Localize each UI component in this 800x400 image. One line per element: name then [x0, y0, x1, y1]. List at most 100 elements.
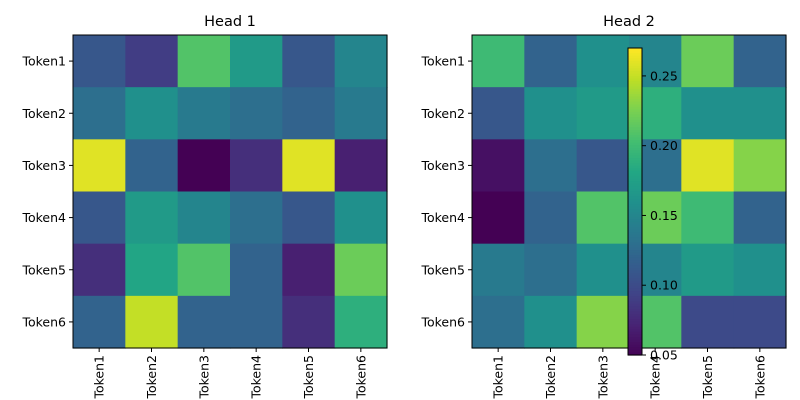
colorbar-segment [628, 94, 642, 98]
colorbar-segment [628, 132, 642, 136]
colorbar-segment [628, 83, 642, 87]
heatmap-cell [230, 295, 283, 349]
colorbar-segment [628, 280, 642, 284]
colorbar-segment [628, 201, 642, 205]
colorbar-segment [628, 101, 642, 105]
heatmap-cell [73, 87, 126, 140]
heatmap-cell [733, 87, 787, 140]
colorbar-segment [628, 158, 642, 162]
heatmap-cell [282, 139, 336, 193]
heatmap-cell [576, 35, 630, 88]
colorbar-segment [628, 170, 642, 174]
heatmap-cell [733, 191, 787, 245]
colorbar-tick-label: 0.05 [650, 348, 678, 363]
colorbar-segment [628, 188, 642, 192]
x-tick-label: Token1 [491, 355, 506, 400]
colorbar-segment [628, 306, 642, 310]
colorbar-segment [628, 311, 642, 315]
colorbar-segment [628, 262, 642, 267]
heatmap-cell [334, 139, 388, 193]
colorbar-segment [628, 324, 642, 328]
colorbar-segment [628, 339, 642, 343]
colorbar-segment [628, 260, 642, 264]
colorbar-segment [628, 247, 642, 251]
colorbar-segment [628, 224, 642, 228]
heatmap-cell [230, 191, 283, 245]
colorbar-segment [628, 78, 642, 82]
heatmap-cell [73, 35, 126, 88]
heatmap-cell [125, 243, 179, 297]
heatmap-cell [733, 295, 787, 349]
heatmap-cell [524, 87, 578, 140]
colorbar-segment [628, 53, 642, 57]
colorbar-segment [628, 291, 642, 295]
colorbar-segment [628, 134, 642, 139]
colorbar-segment [628, 252, 642, 256]
y-tick-label: Token5 [420, 262, 465, 277]
colorbar-segment [628, 288, 642, 292]
colorbar-segment [628, 319, 642, 323]
y-tick-label: Token2 [21, 106, 66, 121]
colorbar-segment [628, 96, 642, 100]
colorbar-segment [628, 229, 642, 233]
colorbar-segment [628, 91, 642, 95]
heatmap-cell [125, 191, 179, 245]
colorbar-segment [628, 314, 642, 318]
colorbar-segment [628, 114, 642, 118]
colorbar-segment [628, 86, 642, 90]
colorbar-segment [628, 60, 642, 64]
x-tick-label: Token3 [196, 355, 211, 400]
y-tick-label: Token3 [420, 158, 465, 173]
heatmap-cell [282, 87, 336, 140]
heatmap-cell [282, 243, 336, 297]
heatmap-cell [334, 87, 388, 140]
colorbar-segment [628, 178, 642, 182]
colorbar-segment [628, 198, 642, 203]
heatmap-cell [177, 139, 231, 193]
colorbar-segment [628, 211, 642, 215]
colorbar-segment [628, 234, 642, 238]
heatmap-cell [73, 139, 126, 193]
heatmap-cell [524, 295, 578, 349]
x-tick-label: Token6 [752, 355, 767, 400]
y-tick-label: Token1 [420, 54, 465, 69]
colorbar-segment [628, 124, 642, 128]
heatmap-cell [230, 243, 283, 297]
y-tick-label: Token4 [21, 210, 66, 225]
heatmap-cell [733, 139, 787, 193]
colorbar-segment [628, 221, 642, 226]
heatmap-cell [125, 87, 179, 140]
y-tick-label: Token1 [21, 54, 66, 69]
y-tick-label: Token6 [420, 314, 465, 329]
y-tick-label: Token6 [21, 314, 66, 329]
heatmap-cell [681, 35, 735, 88]
colorbar-segment [628, 349, 642, 354]
colorbar-segment [628, 191, 642, 195]
colorbar-segment [628, 273, 642, 277]
heatmap-cell [524, 191, 578, 245]
colorbar-tick-label: 0.15 [650, 208, 678, 223]
colorbar-segment [628, 331, 642, 336]
heatmap-panel-2: Head 2 Token1 Token2 Token3 Token4 Token5 Toke… [420, 14, 787, 400]
colorbar-segment [628, 296, 642, 300]
colorbar-segment [628, 293, 642, 297]
heatmap-cell [73, 191, 126, 245]
heatmap-cell [681, 295, 735, 349]
heatmap-cell [177, 35, 231, 88]
colorbar-segment [628, 270, 642, 274]
colorbar-segment [628, 71, 642, 75]
colorbar-tick-label: 0.20 [650, 138, 678, 153]
colorbar-segment [628, 275, 642, 279]
colorbar-segment [628, 50, 642, 54]
colorbar-segment [628, 63, 642, 67]
heatmap-cell [576, 295, 630, 349]
colorbar-segment [628, 352, 642, 356]
heatmap-panel-1: Head 1 Token1 Token2 Token3 Token4 Token5 Toke… [21, 14, 388, 400]
colorbar-segment [628, 55, 642, 59]
heatmap-cell [230, 35, 283, 88]
colorbar-segment [628, 244, 642, 249]
colorbar-segment [628, 301, 642, 305]
heatmap-cell [73, 295, 126, 349]
colorbar-segment [628, 160, 642, 164]
